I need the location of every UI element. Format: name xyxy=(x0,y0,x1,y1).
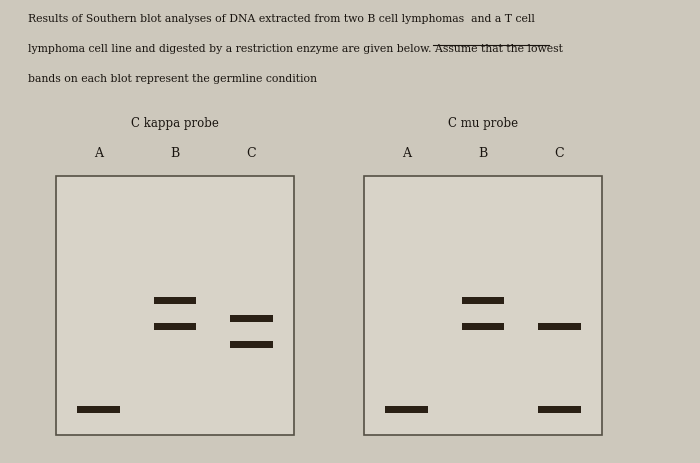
Bar xyxy=(538,323,580,330)
Text: B: B xyxy=(170,147,180,160)
Text: B: B xyxy=(478,147,488,160)
Text: C: C xyxy=(554,147,564,160)
Bar xyxy=(56,176,294,435)
Bar xyxy=(461,323,505,330)
Bar xyxy=(230,341,272,348)
Text: C kappa probe: C kappa probe xyxy=(131,117,219,130)
Text: bands on each blot represent the germline condition: bands on each blot represent the germlin… xyxy=(28,74,317,84)
Text: C mu probe: C mu probe xyxy=(448,117,518,130)
Bar xyxy=(538,406,580,413)
Bar xyxy=(364,176,602,435)
Bar xyxy=(78,406,120,413)
Bar xyxy=(386,406,428,413)
Bar xyxy=(230,315,272,322)
Bar xyxy=(153,297,197,304)
Text: Results of Southern blot analyses of DNA extracted from two B cell lymphomas  an: Results of Southern blot analyses of DNA… xyxy=(28,14,535,24)
Bar xyxy=(153,323,197,330)
Text: lymphoma cell line and digested by a restriction enzyme are given below. Assume : lymphoma cell line and digested by a res… xyxy=(28,44,563,54)
Text: A: A xyxy=(402,147,412,160)
Text: C: C xyxy=(246,147,256,160)
Bar xyxy=(461,297,505,304)
Text: A: A xyxy=(94,147,104,160)
